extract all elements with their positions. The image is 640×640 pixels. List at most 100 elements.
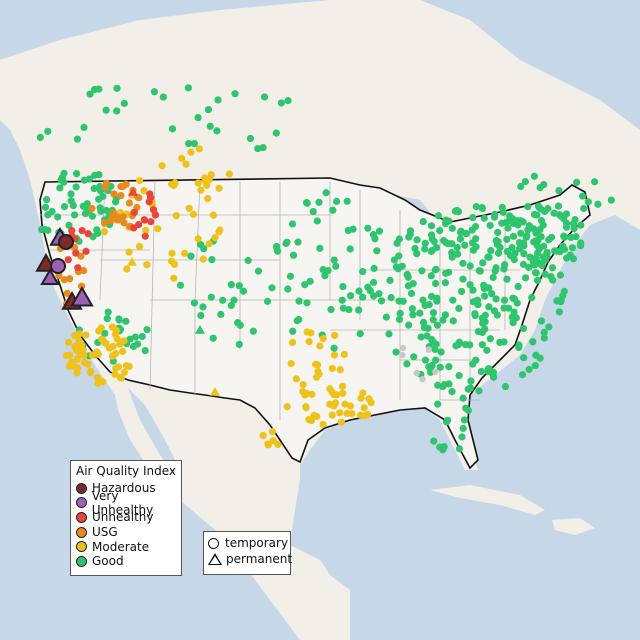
gulf-of-california xyxy=(128,388,180,480)
circle-icon xyxy=(208,537,219,549)
monitor-marker xyxy=(467,377,475,385)
monitor-marker xyxy=(421,245,429,253)
monitor-marker xyxy=(197,240,205,249)
monitor-marker xyxy=(123,265,131,273)
monitor-marker xyxy=(330,391,338,399)
monitor-marker xyxy=(305,338,313,346)
monitor-marker xyxy=(288,338,297,347)
monitor-marker xyxy=(413,369,420,377)
monitor-marker xyxy=(515,341,523,349)
monitor-marker xyxy=(485,303,493,311)
monitor-marker xyxy=(78,226,86,235)
monitor-marker xyxy=(521,177,529,186)
legend-title: Air Quality Index xyxy=(75,464,177,478)
monitor-marker xyxy=(474,327,482,336)
monitor-marker xyxy=(199,303,207,311)
monitor-marker xyxy=(60,202,69,211)
monitor-marker xyxy=(70,285,94,307)
monitor-marker xyxy=(197,186,205,194)
monitor-marker xyxy=(82,331,90,339)
monitor-marker xyxy=(327,306,335,314)
monitor-marker xyxy=(306,277,314,285)
monitor-marker xyxy=(449,317,457,325)
monitor-marker xyxy=(421,239,429,247)
monitor-marker xyxy=(538,217,546,225)
monitor-marker xyxy=(127,257,137,266)
monitor-marker xyxy=(170,274,178,282)
monitor-marker xyxy=(537,317,545,325)
monitor-marker xyxy=(73,355,81,363)
monitor-marker xyxy=(60,178,68,186)
monitor-marker xyxy=(145,198,153,206)
monitor-marker xyxy=(459,275,467,283)
monitor-marker xyxy=(249,327,257,335)
monitor-marker xyxy=(114,216,122,224)
monitor-marker xyxy=(117,182,125,191)
legend-item-hazardous: Hazardous xyxy=(71,481,181,496)
monitor-marker xyxy=(214,96,222,104)
legend-label: USG xyxy=(92,525,118,540)
monitor-marker xyxy=(184,84,192,92)
monitor-marker xyxy=(210,387,220,396)
monitor-marker xyxy=(100,219,109,227)
monitor-marker xyxy=(503,275,511,283)
monitor-marker xyxy=(295,297,303,305)
monitor-marker xyxy=(269,437,277,445)
monitor-marker xyxy=(102,106,110,114)
monitor-marker xyxy=(590,178,599,186)
monitor-marker xyxy=(418,267,426,275)
monitor-marker xyxy=(529,258,537,266)
monitor-marker xyxy=(178,154,186,162)
monitor-marker xyxy=(432,368,439,376)
monitor-marker xyxy=(130,208,138,216)
monitor-marker xyxy=(64,338,73,347)
monitor-marker xyxy=(67,358,76,367)
monitor-marker xyxy=(159,93,167,101)
monitor-marker xyxy=(480,292,489,300)
monitor-marker xyxy=(485,365,493,373)
monitor-marker xyxy=(543,252,551,260)
monitor-marker xyxy=(359,267,367,276)
monitor-marker xyxy=(466,262,474,270)
monitor-marker xyxy=(42,195,51,204)
monitor-marker xyxy=(407,289,416,298)
monitor-marker xyxy=(375,227,384,235)
monitor-marker xyxy=(441,279,449,287)
monitor-marker xyxy=(235,282,243,290)
monitor-marker xyxy=(339,389,347,397)
monitor-marker xyxy=(185,204,193,212)
monitor-marker xyxy=(471,222,480,231)
monitor-marker xyxy=(347,292,355,300)
monitor-marker xyxy=(56,184,64,192)
monitor-marker xyxy=(79,345,87,354)
monitor-marker xyxy=(205,240,213,248)
monitor-marker xyxy=(453,206,461,215)
monitor-marker xyxy=(504,224,512,232)
monitor-marker xyxy=(154,225,162,233)
monitor-marker xyxy=(44,127,52,135)
monitor-marker xyxy=(339,304,348,312)
monitor-marker xyxy=(516,216,524,225)
monitor-marker xyxy=(288,220,297,228)
hispaniola xyxy=(552,518,595,535)
monitor-marker xyxy=(102,339,110,347)
monitor-marker xyxy=(340,350,348,359)
monitor-marker xyxy=(405,233,413,241)
monitor-marker xyxy=(172,212,180,220)
monitor-marker xyxy=(453,243,461,252)
legend-label: Moderate xyxy=(92,539,150,554)
monitor-marker xyxy=(219,296,227,304)
monitor-marker xyxy=(273,244,281,252)
monitor-marker xyxy=(440,380,448,389)
monitor-marker xyxy=(371,235,379,243)
monitor-marker xyxy=(72,183,80,191)
monitor-marker xyxy=(471,310,479,318)
monitor-marker xyxy=(135,220,143,229)
monitor-marker xyxy=(189,210,198,218)
monitor-marker xyxy=(62,352,70,360)
monitor-marker xyxy=(140,187,148,195)
monitor-marker xyxy=(292,375,300,383)
monitor-marker xyxy=(268,428,277,436)
monitor-marker xyxy=(506,212,514,220)
monitor-marker xyxy=(533,276,542,285)
